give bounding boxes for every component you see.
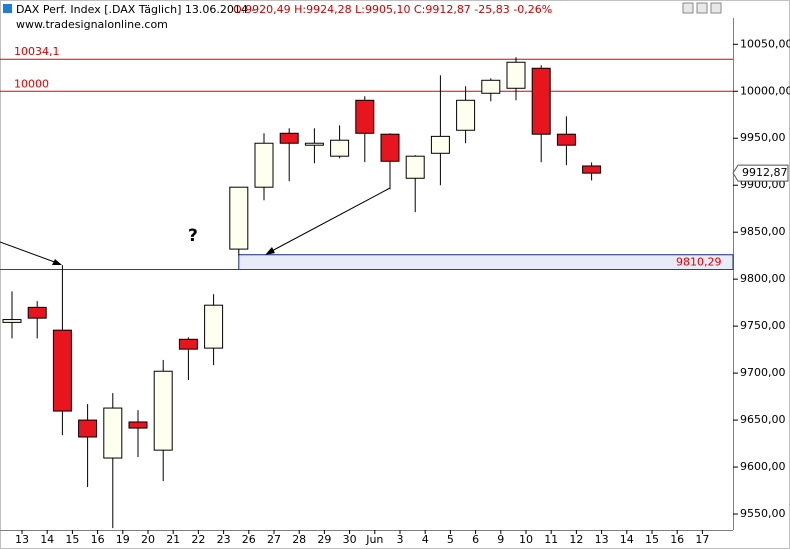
- x-tick-label: Jun: [365, 533, 383, 546]
- candle-body: [279, 132, 299, 144]
- chart-title-values: O:9920,49 H:9924,28 L:9905,10 C:9912,87 …: [233, 3, 552, 16]
- candle-body: [27, 306, 47, 319]
- annotation: ?: [188, 226, 198, 246]
- y-tick-label: 9650,00: [740, 413, 786, 426]
- level-label: 10034,1: [14, 45, 60, 58]
- y-tick-label: 10000,00: [740, 84, 790, 97]
- last-price-label: 9912,87: [742, 166, 788, 179]
- candle-body: [531, 67, 551, 135]
- candle-body: [481, 79, 501, 94]
- arrow-head: [265, 247, 275, 255]
- x-tick-label: 11: [544, 533, 558, 546]
- y-tick-label: 9700,00: [740, 366, 786, 379]
- candle-body: [456, 99, 476, 131]
- candle-body: [582, 165, 602, 174]
- x-tick-label: 15: [65, 533, 79, 546]
- y-tick-label: 9550,00: [740, 507, 786, 520]
- chart-title: DAX Perf. Index [.DAX Täglich] 13.06.201…: [16, 3, 255, 16]
- x-tick-label: 26: [242, 533, 256, 546]
- candle-body: [304, 142, 324, 146]
- y-tick-label: 9950,00: [740, 131, 786, 144]
- last-price-marker: [732, 164, 789, 182]
- x-tick-label: 22: [191, 533, 205, 546]
- candle-body: [2, 319, 22, 323]
- candle-body: [204, 304, 224, 349]
- icon: [3, 4, 12, 13]
- x-tick-label: 30: [343, 533, 357, 546]
- x-tick-label: 10: [519, 533, 533, 546]
- y-tick-label: 9850,00: [740, 225, 786, 238]
- candle-body: [52, 329, 72, 412]
- arrow-head: [52, 259, 62, 265]
- y-tick-label: 9800,00: [740, 272, 786, 285]
- level-label: 9810,29: [676, 256, 722, 269]
- candle-body: [355, 99, 375, 134]
- x-tick-label: 16: [670, 533, 684, 546]
- x-tick-label: 9: [497, 533, 504, 546]
- x-tick-label: 27: [267, 533, 281, 546]
- candle-body: [178, 338, 198, 350]
- candle-body: [153, 370, 173, 451]
- x-tick-label: 4: [422, 533, 429, 546]
- zone: [238, 254, 734, 271]
- x-tick-label: 3: [397, 533, 404, 546]
- x-tick-label: 14: [40, 533, 54, 546]
- x-tick-label: 15: [645, 533, 659, 546]
- candle-body: [254, 142, 274, 188]
- x-tick-label: 13: [595, 533, 609, 546]
- candle-body: [330, 139, 350, 157]
- x-tick-label: 29: [317, 533, 331, 546]
- candle-body: [78, 419, 98, 438]
- subtitle: www.tradesignalonline.com: [16, 18, 168, 31]
- x-tick-label: 17: [695, 533, 709, 546]
- y-tick-label: 9750,00: [740, 319, 786, 332]
- window-buttons[interactable]: [682, 2, 722, 14]
- candle-body: [229, 186, 249, 250]
- candle-body: [103, 407, 123, 459]
- x-tick-label: 21: [166, 533, 180, 546]
- x-tick-label: 14: [620, 533, 634, 546]
- x-tick-label: 16: [91, 533, 105, 546]
- x-tick-label: 13: [15, 533, 29, 546]
- y-tick-label: 9600,00: [740, 460, 786, 473]
- x-tick-label: 6: [472, 533, 479, 546]
- candle-body: [128, 421, 148, 429]
- y-tick-label: 10050,00: [740, 37, 790, 50]
- x-tick-label: 28: [292, 533, 306, 546]
- level-label: 10000: [14, 77, 49, 90]
- candle-body: [380, 133, 400, 162]
- candle-body: [405, 155, 425, 179]
- candle-body: [556, 133, 576, 146]
- arrow: [0, 241, 61, 265]
- button[interactable]: [710, 2, 722, 14]
- button[interactable]: [696, 2, 708, 14]
- x-tick-label: 19: [116, 533, 130, 546]
- candle-body: [430, 135, 450, 154]
- x-tick-label: 5: [447, 533, 454, 546]
- arrow: [267, 187, 391, 254]
- button[interactable]: [682, 2, 694, 14]
- x-tick-label: 20: [141, 533, 155, 546]
- x-tick-label: 23: [217, 533, 231, 546]
- x-tick-label: 12: [569, 533, 583, 546]
- candle-body: [506, 61, 526, 89]
